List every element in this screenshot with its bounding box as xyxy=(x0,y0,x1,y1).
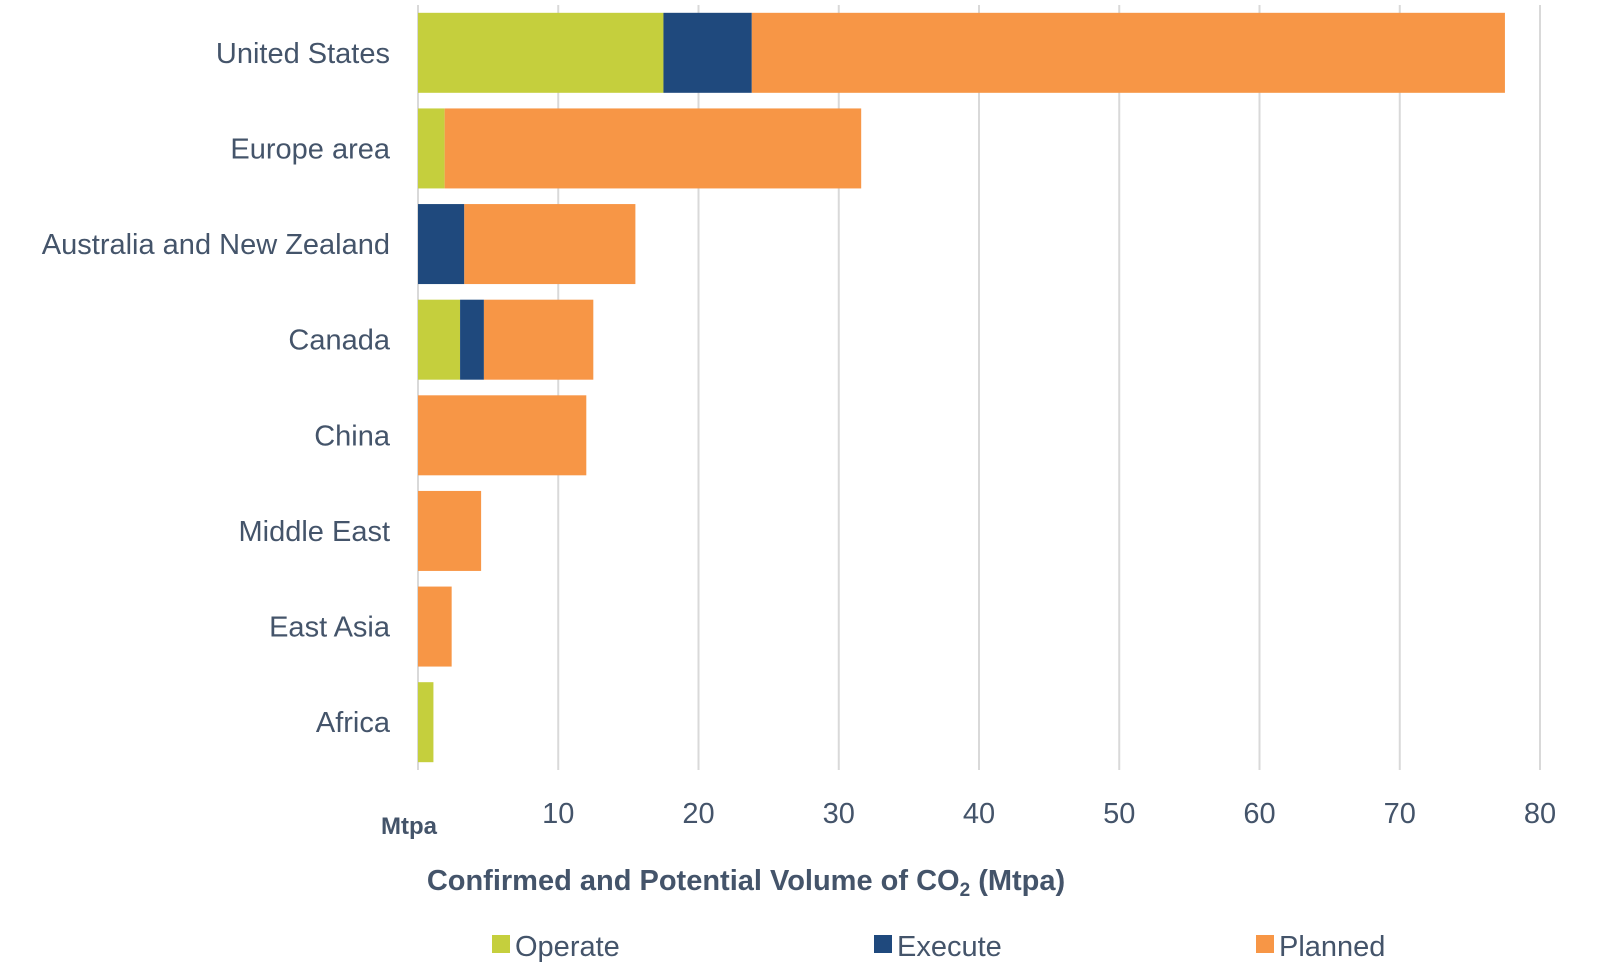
category-label-africa: Africa xyxy=(316,707,391,739)
legend-label-planned: Planned xyxy=(1279,931,1385,963)
x-tick-label-20: 20 xyxy=(682,798,714,830)
bar-planned-china xyxy=(418,395,587,476)
category-label-east-asia: East Asia xyxy=(269,612,391,644)
bar-execute-canada xyxy=(460,299,484,380)
category-labels: United States Europe area Australia and Ne… xyxy=(42,38,391,739)
category-label-australia-and-new-zealand: Australia and New Zealand xyxy=(42,229,390,261)
x-tick-labels: 10 20 30 40 50 60 70 80 xyxy=(542,798,1556,830)
x-tick-label-30: 30 xyxy=(823,798,855,830)
bar-planned-east-asia xyxy=(418,586,452,667)
bar-planned-united-states xyxy=(751,12,1505,93)
category-label-middle-east: Middle East xyxy=(238,516,390,548)
x-axis-title: Confirmed and Potential Volume of CO2 (M… xyxy=(427,865,1065,901)
x-tick-label-40: 40 xyxy=(963,798,995,830)
bar-operate-canada xyxy=(418,299,461,380)
bar-planned-australia-and-new-zealand xyxy=(464,204,636,285)
x-axis-title-main: Confirmed and Potential Volume of CO xyxy=(427,865,960,897)
legend-swatch-execute xyxy=(874,935,892,953)
unit-label: Mtpa xyxy=(381,813,438,840)
category-label-united-states: United States xyxy=(216,38,390,70)
x-tick-label-80: 80 xyxy=(1524,798,1556,830)
bars xyxy=(418,12,1505,763)
x-tick-label-10: 10 xyxy=(542,798,574,830)
category-label-china: China xyxy=(314,420,391,452)
category-label-europe-area: Europe area xyxy=(230,133,390,165)
x-axis-title-subscript: 2 xyxy=(960,880,971,901)
x-tick-label-50: 50 xyxy=(1103,798,1135,830)
legend-swatch-planned xyxy=(1256,935,1274,953)
bar-operate-africa xyxy=(418,682,434,763)
x-tick-label-70: 70 xyxy=(1384,798,1416,830)
legend: Operate Execute Planned xyxy=(492,931,1385,963)
x-tick-label-60: 60 xyxy=(1243,798,1275,830)
category-label-canada: Canada xyxy=(288,325,390,357)
bar-execute-australia-and-new-zealand xyxy=(418,204,465,285)
legend-swatch-operate xyxy=(492,935,510,953)
bar-planned-middle-east xyxy=(418,490,482,571)
bar-execute-united-states xyxy=(663,12,752,93)
legend-label-operate: Operate xyxy=(515,931,620,963)
bar-operate-europe-area xyxy=(418,108,445,189)
bar-planned-europe-area xyxy=(444,108,862,189)
legend-label-execute: Execute xyxy=(897,931,1002,963)
bar-operate-united-states xyxy=(418,12,664,93)
x-axis-title-tail: (Mtpa) xyxy=(970,865,1065,897)
bar-planned-canada xyxy=(483,299,594,380)
